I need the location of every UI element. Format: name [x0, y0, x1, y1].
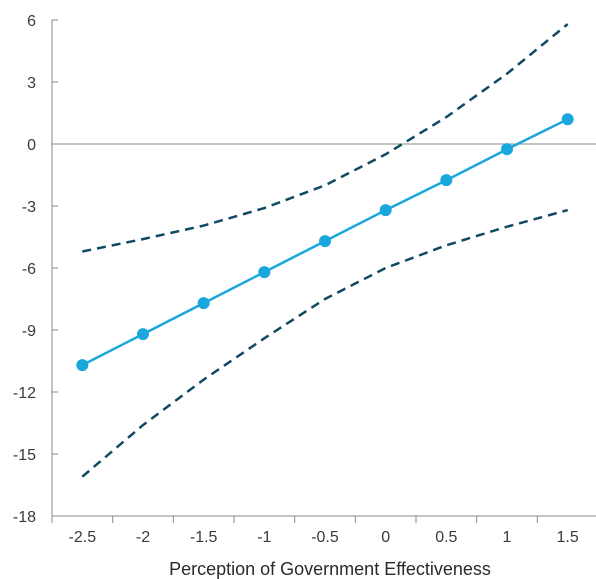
y-tick-label: 6 — [27, 13, 36, 30]
y-tick-label: -3 — [22, 199, 36, 216]
y-tick-label: -6 — [22, 261, 36, 278]
x-tick-label: -2 — [136, 529, 150, 546]
series-estimate-point — [319, 235, 331, 248]
x-tick-label: -1 — [257, 529, 271, 546]
series-estimate-point — [137, 328, 149, 341]
series-layer — [76, 23, 574, 478]
series-estimate-point — [501, 143, 513, 156]
series-estimate-point — [561, 113, 574, 126]
x-tick-label: 1.5 — [557, 529, 579, 546]
series-upper-bound-line — [82, 23, 569, 253]
series-estimate-point — [76, 359, 89, 372]
series-lower-bound-line — [81, 208, 569, 478]
series-estimate-point — [197, 297, 210, 310]
x-tick-label: 0 — [381, 529, 390, 546]
x-tick-label: -1.5 — [190, 529, 218, 546]
series-estimate-point — [440, 174, 453, 187]
y-tick-label: 3 — [27, 75, 36, 92]
x-tick-label: -2.5 — [69, 529, 97, 546]
series-estimate-point — [379, 204, 392, 217]
axes: 6 3 0 -3 -6 -9 -12 -15 -18 -2.5 -2 -1.5 -1 -0.5 0 0.5 1 1… — [13, 13, 596, 546]
series-estimate-point — [258, 266, 271, 279]
x-tick-label: 1 — [503, 529, 512, 546]
y-tick-label: -9 — [22, 323, 36, 340]
y-tick-label: -18 — [13, 509, 36, 526]
x-tick-label: 0.5 — [435, 529, 457, 546]
x-axis-title: Perception of Government Effectiveness — [169, 559, 491, 579]
y-tick-label: 0 — [27, 137, 36, 154]
x-tick-label: -0.5 — [311, 529, 339, 546]
y-tick-label: -12 — [13, 385, 36, 402]
y-tick-label: -15 — [13, 447, 36, 464]
